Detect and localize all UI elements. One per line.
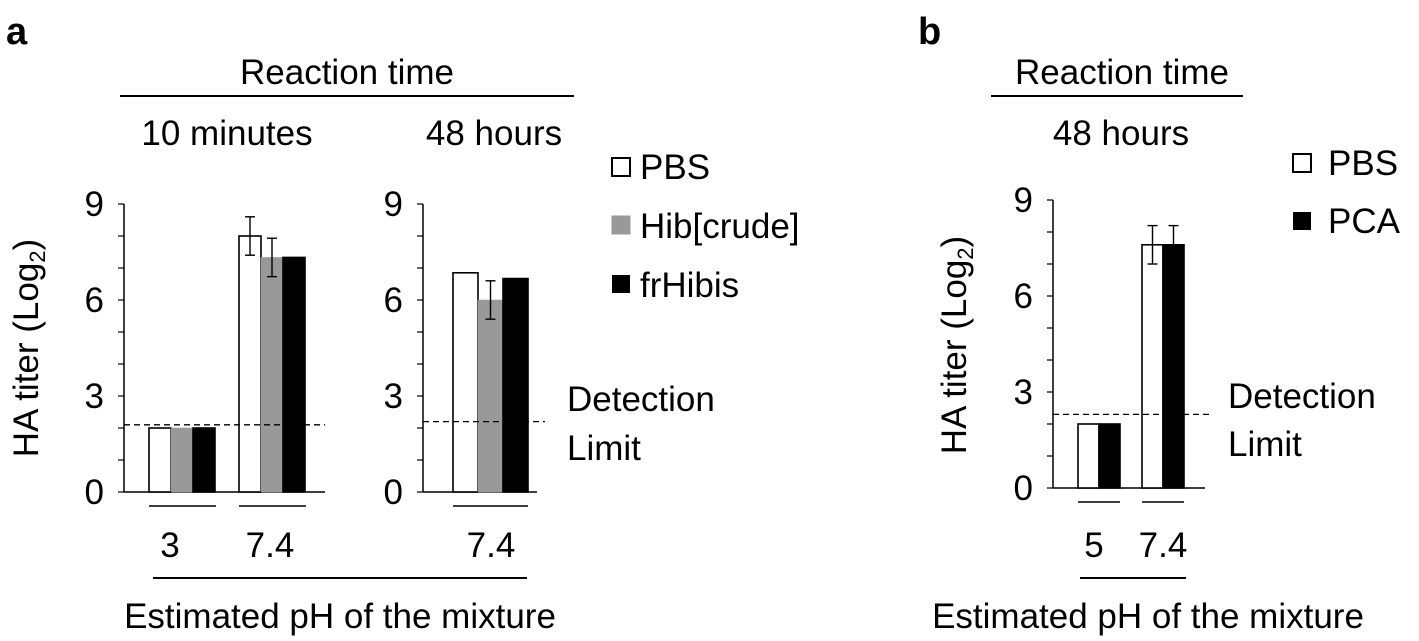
panel-b-label: b [918,11,941,53]
panel-a-subheader-48h: 48 hours [426,114,562,153]
panel-b-category-5: 5 [1084,526,1103,565]
legend-a-swatch-pbs [611,157,631,177]
bar [260,257,284,493]
panel-a-subheader-10min: 10 minutes [141,114,312,153]
bar [1098,423,1121,489]
legend-a-swatch-hib-crude [611,215,631,235]
bar [282,256,306,493]
panel-a-ylabel-sub: 2 [25,250,50,262]
legend-b-pbs: PBS [1328,144,1398,183]
bar [170,427,194,493]
bar [1141,244,1164,489]
y-tick-label: 6 [85,281,104,320]
panel-a-category-7-4-first: 7.4 [246,526,295,565]
y-tick-label: 6 [1014,277,1033,316]
y-tick-label: 9 [384,185,403,224]
legend-a-swatch-frhibis [612,275,630,293]
panel-b-detection-label-2: Limit [1228,425,1302,464]
panel-a-ylabel-main: HA titer (Log [7,263,46,458]
plot-a-48h: 0 3 6 9 [384,185,545,512]
y-tick-label: 6 [384,281,403,320]
panel-a: a Reaction time 10 minutes 48 hours HA t… [6,11,800,636]
panel-b-detection-label-1: Detection [1228,377,1376,416]
legend-a-pbs: PBS [640,148,710,187]
panel-a-ylabel-close: ) [7,239,46,251]
panel-a-detection-label-2: Limit [567,429,641,468]
bar [192,427,216,493]
legend-a-frhibis: frHibis [640,266,739,305]
plot-b-48h: 0 3 6 9 [1014,181,1213,508]
panel-b-subheader-48h: 48 hours [1053,114,1189,153]
panel-a-category-7-4-second: 7.4 [467,526,516,565]
panel-a-ylabel: HA titer (Log2) [7,239,50,457]
bar [148,427,172,493]
bar [1077,423,1100,489]
panel-a-label: a [6,11,28,53]
panel-b-xlabel: Estimated pH of the mixture [932,597,1364,636]
panel-b-ylabel-sub: 2 [953,247,978,259]
plot-a-10min: 0 3 6 9 [85,185,325,512]
panel-a-detection-label-1: Detection [567,380,715,419]
y-tick-label: 9 [1014,181,1033,220]
panel-a-xlabel: Estimated pH of the mixture [124,597,556,636]
legend-a-hib-crude: Hib[crude] [640,207,800,246]
panel-b-ylabel-main: HA titer (Log [935,260,974,455]
legend-b-swatch-pca [1293,212,1311,230]
y-tick-label: 9 [85,185,104,224]
legend-b-pca: PCA [1328,202,1401,241]
panel-b-ylabel-close: ) [935,236,974,248]
y-tick-label: 0 [1014,469,1033,508]
bar [452,271,479,493]
bar [1162,244,1185,489]
legend-b-swatch-pbs [1292,153,1312,173]
y-tick-label: 0 [384,473,403,512]
panel-b-ylabel: HA titer (Log2) [935,236,978,454]
bar [238,235,262,493]
panel-a-header: Reaction time [240,53,454,92]
panel-b: b Reaction time 48 hours HA titer (Log2)… [918,11,1401,636]
panel-a-category-3: 3 [160,526,179,565]
y-tick-label: 0 [85,473,104,512]
y-tick-label: 3 [1014,373,1033,412]
y-tick-label: 3 [85,377,104,416]
panel-b-header: Reaction time [1015,53,1229,92]
panel-b-category-7-4: 7.4 [1139,526,1188,565]
bar [502,277,529,493]
y-tick-label: 3 [384,377,403,416]
bar [477,299,504,493]
